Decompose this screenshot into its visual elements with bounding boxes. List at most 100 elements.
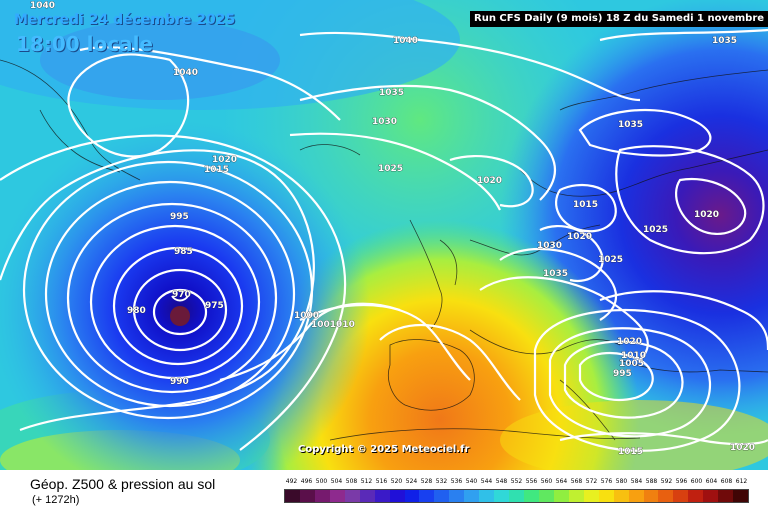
- isobar-label: 1035: [618, 120, 643, 130]
- scale-swatch: [314, 490, 330, 502]
- scale-label: 604: [705, 478, 718, 485]
- isobar-label: 1035: [543, 269, 568, 279]
- isobar-label: 1025: [643, 225, 668, 235]
- scale-label: 500: [315, 478, 328, 485]
- scale-swatch: [299, 490, 315, 502]
- isobar-label: 1030: [537, 241, 562, 251]
- isobar-label: 995: [613, 369, 632, 379]
- color-scale-labels: 492 496 500 504 508 512 516 520 524 528 532 536 540 5…: [284, 478, 749, 488]
- low-center-marker: [171, 295, 189, 302]
- isobar-label: 1005: [619, 359, 644, 369]
- scale-label: 548: [495, 478, 508, 485]
- isobar-label: 1020: [477, 176, 502, 186]
- scale-swatch: [344, 490, 360, 502]
- isobar-label: 1035: [379, 88, 404, 98]
- isobar-label: 1000: [294, 311, 319, 321]
- scale-swatch: [538, 490, 554, 502]
- copyright-notice: Copyright © 2025 Meteociel.fr: [298, 444, 470, 455]
- scale-swatch: [285, 490, 300, 502]
- isobar-label: 1025: [378, 164, 403, 174]
- scale-label: 584: [630, 478, 643, 485]
- scale-swatch: [479, 490, 495, 502]
- isobar-label: 1010: [621, 351, 646, 361]
- isobar-label: 1020: [617, 337, 642, 347]
- isobar-label: 995: [170, 212, 189, 222]
- geopotential-map: 1040 1040 1040 1035 1030 1020 1015 1025 …: [0, 0, 768, 470]
- isobar-label: 1020: [730, 443, 755, 453]
- color-scale-bar: [284, 489, 749, 503]
- scale-label: 612: [735, 478, 748, 485]
- isobar-label: 975: [205, 301, 224, 311]
- scale-swatch: [449, 490, 465, 502]
- scale-label: 496: [300, 478, 313, 485]
- forecast-lead-time: (+ 1272h): [32, 494, 80, 506]
- isobar-label: 1020: [694, 210, 719, 220]
- scale-label: 536: [450, 478, 463, 485]
- scale-label: 540: [465, 478, 478, 485]
- scale-label: 596: [675, 478, 688, 485]
- scale-label: 516: [375, 478, 388, 485]
- isobar-label: 990: [170, 377, 189, 387]
- model-run-info: Run CFS Daily (9 mois) 18 Z du Samedi 1 …: [470, 11, 768, 27]
- scale-label: 588: [645, 478, 658, 485]
- scale-swatch: [718, 490, 734, 502]
- isobar-label: 1015: [618, 447, 643, 457]
- scale-label: 572: [585, 478, 598, 485]
- isobar-label: 1040: [393, 36, 418, 46]
- scale-swatch: [628, 490, 644, 502]
- scale-label: 528: [420, 478, 433, 485]
- scale-swatch: [658, 490, 674, 502]
- isobar-label: 1040: [30, 1, 55, 11]
- isobar-label: 980: [127, 306, 146, 316]
- isobar-label: 1015: [204, 165, 229, 175]
- isobar-label: 1025: [598, 255, 623, 265]
- scale-label: 492: [285, 478, 298, 485]
- isobar-label: 1030: [372, 117, 397, 127]
- scale-swatch: [404, 490, 420, 502]
- legend-title: Géop. Z500 & pression au sol: [30, 476, 216, 492]
- isobar-label: 1015: [573, 200, 598, 210]
- isobar-label: 1020: [567, 232, 592, 242]
- scale-swatch: [329, 490, 345, 502]
- scale-label: 512: [360, 478, 373, 485]
- scale-swatch: [553, 490, 569, 502]
- scale-label: 552: [510, 478, 523, 485]
- scale-label: 532: [435, 478, 448, 485]
- scale-label: 508: [345, 478, 358, 485]
- scale-swatch: [673, 490, 689, 502]
- scale-label: 592: [660, 478, 673, 485]
- scale-label: 524: [405, 478, 418, 485]
- scale-label: 544: [480, 478, 493, 485]
- legend-panel: Géop. Z500 & pression au sol (+ 1272h) 4…: [0, 470, 768, 512]
- forecast-local-time: 18:00 locale: [16, 32, 153, 56]
- scale-swatch: [703, 490, 719, 502]
- isobar-label: 1001010: [311, 320, 355, 330]
- scale-label: 608: [720, 478, 733, 485]
- scale-label: 504: [330, 478, 343, 485]
- isobar-label: 1035: [712, 36, 737, 46]
- scale-label: 600: [690, 478, 703, 485]
- forecast-date: Mercredi 24 décembre 2025: [14, 12, 236, 28]
- scale-label: 576: [600, 478, 613, 485]
- isobar-label: 1040: [173, 68, 198, 78]
- scale-swatch: [598, 490, 614, 502]
- scale-swatch: [643, 490, 659, 502]
- scale-swatch: [464, 490, 480, 502]
- scale-swatch: [583, 490, 599, 502]
- scale-swatch: [568, 490, 584, 502]
- isobar-label: 1020: [212, 155, 237, 165]
- scale-label: 580: [615, 478, 628, 485]
- scale-swatch: [494, 490, 510, 502]
- scale-swatch: [524, 490, 539, 502]
- scale-swatch: [613, 490, 629, 502]
- scale-label: 560: [540, 478, 553, 485]
- isobar-label: 985: [174, 247, 193, 257]
- scale-swatch: [733, 490, 749, 502]
- isobar-labels: 1040 1040 1040 1035 1030 1020 1015 1025 …: [30, 1, 756, 458]
- scale-swatch: [374, 490, 390, 502]
- scale-swatch: [389, 490, 405, 502]
- scale-label: 564: [555, 478, 568, 485]
- scale-swatch: [419, 490, 435, 502]
- scale-label: 568: [570, 478, 583, 485]
